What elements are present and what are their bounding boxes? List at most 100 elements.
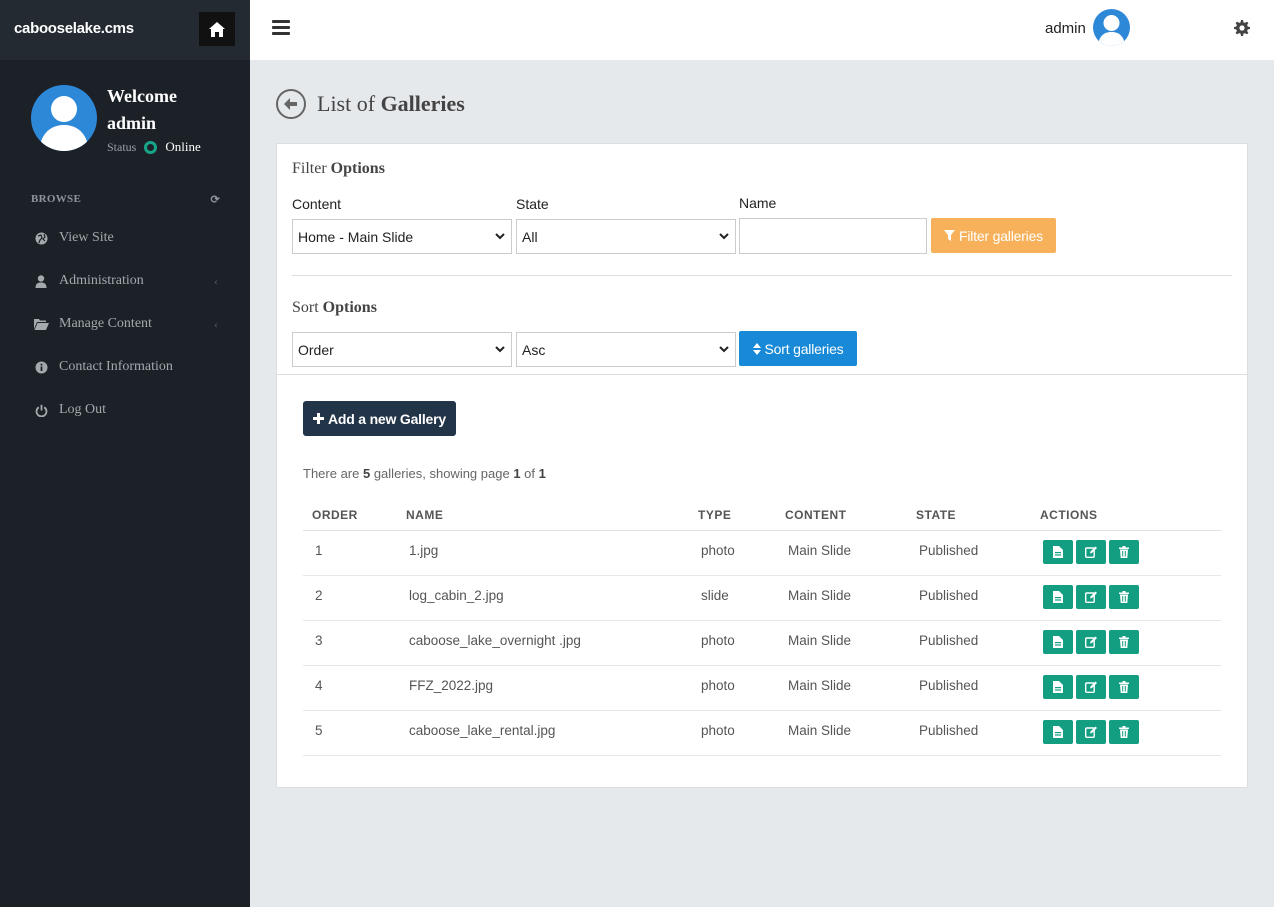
user-panel: Welcome admin Status Online xyxy=(31,85,241,155)
trash-icon xyxy=(1119,680,1129,693)
brand-bar: cabooselake.cms xyxy=(0,0,250,60)
cell-order: 5 xyxy=(303,710,397,756)
cell-actions xyxy=(1031,620,1221,666)
sidebar-item-label: Log Out xyxy=(59,402,107,417)
edit-button[interactable] xyxy=(1076,629,1106,654)
cell-type: photo xyxy=(689,710,776,756)
cell-type: slide xyxy=(689,575,776,621)
document-icon xyxy=(1053,545,1063,558)
column-header-state[interactable]: STATE xyxy=(907,500,1031,531)
view-button[interactable] xyxy=(1043,719,1073,744)
top-navbar: admin xyxy=(250,0,1274,60)
cell-name: caboose_lake_overnight .jpg xyxy=(397,620,689,666)
view-button[interactable] xyxy=(1043,539,1073,564)
cell-actions xyxy=(1031,665,1221,711)
status-value: Online xyxy=(165,139,201,154)
user-icon xyxy=(33,273,49,289)
sort-button-label: Sort galleries xyxy=(764,340,844,357)
folder-open-icon xyxy=(33,316,49,332)
cell-state: Published xyxy=(907,710,1031,756)
edit-button[interactable] xyxy=(1076,539,1106,564)
filter-title-prefix: Filter xyxy=(292,160,331,177)
cell-order: 1 xyxy=(303,530,397,576)
cell-state: Published xyxy=(907,665,1031,711)
chevron-down-icon xyxy=(495,233,505,240)
sidebar-item-label: Administration xyxy=(59,273,144,288)
view-button[interactable] xyxy=(1043,584,1073,609)
table-row: 1 1.jpg photo Main Slide Published xyxy=(303,530,1221,576)
page-title-bold: Galleries xyxy=(380,91,465,116)
edit-icon xyxy=(1085,591,1097,603)
cell-order: 4 xyxy=(303,665,397,711)
column-header-name[interactable]: NAME xyxy=(397,500,689,531)
cell-actions xyxy=(1031,710,1221,756)
state-select[interactable]: All xyxy=(516,219,736,254)
user-avatar-icon[interactable] xyxy=(1093,9,1130,46)
trash-icon xyxy=(1119,590,1129,603)
cell-type: photo xyxy=(689,665,776,711)
refresh-icon[interactable]: ⟳ xyxy=(210,194,220,206)
column-header-order[interactable]: ORDER xyxy=(303,500,397,531)
sort-icon xyxy=(752,342,761,355)
edit-button[interactable] xyxy=(1076,719,1106,744)
home-button[interactable] xyxy=(199,12,235,46)
cell-name: 1.jpg xyxy=(397,530,689,576)
hamburger-menu-icon[interactable] xyxy=(272,20,290,38)
filter-galleries-button[interactable]: Filter galleries xyxy=(931,218,1056,253)
delete-button[interactable] xyxy=(1109,719,1139,744)
delete-button[interactable] xyxy=(1109,539,1139,564)
edit-button[interactable] xyxy=(1076,674,1106,699)
filter-title-bold: Options xyxy=(330,160,385,177)
document-icon xyxy=(1053,680,1063,693)
delete-button[interactable] xyxy=(1109,629,1139,654)
delete-button[interactable] xyxy=(1109,584,1139,609)
view-button[interactable] xyxy=(1043,629,1073,654)
sidebar-item-manage-content[interactable]: Manage Content ‹ xyxy=(33,312,218,336)
content-select[interactable]: Home - Main Slide xyxy=(292,219,512,254)
edit-icon xyxy=(1085,681,1097,693)
add-gallery-button[interactable]: Add a new Gallery xyxy=(303,401,456,436)
brand-logo[interactable]: cabooselake.cms xyxy=(14,20,134,37)
sidebar-item-contact-information[interactable]: Contact Information xyxy=(33,355,218,379)
content-select-value: Home - Main Slide xyxy=(298,228,414,245)
sidebar-item-administration[interactable]: Administration ‹ xyxy=(33,269,218,293)
edit-icon xyxy=(1085,636,1097,648)
name-label: Name xyxy=(739,195,777,211)
sort-title-prefix: Sort xyxy=(292,299,323,316)
sort-direction-value: Asc xyxy=(522,341,546,358)
page-header: List of Galleries xyxy=(276,89,465,119)
info-icon xyxy=(33,359,49,375)
sidebar-item-view-site[interactable]: View Site xyxy=(33,226,218,250)
row-actions xyxy=(1043,674,1221,699)
sort-field-select[interactable]: Order xyxy=(292,332,512,367)
sidebar-item-log-out[interactable]: Log Out xyxy=(33,398,218,422)
cell-state: Published xyxy=(907,530,1031,576)
back-button[interactable] xyxy=(276,89,306,119)
trash-icon xyxy=(1119,545,1129,558)
avatar xyxy=(31,85,97,151)
summary-text: There are xyxy=(303,466,363,481)
cell-name: FFZ_2022.jpg xyxy=(397,665,689,711)
welcome-label: Welcome xyxy=(107,86,177,106)
view-button[interactable] xyxy=(1043,674,1073,699)
cell-actions xyxy=(1031,575,1221,621)
sort-galleries-button[interactable]: Sort galleries xyxy=(739,331,857,366)
column-header-content[interactable]: CONTENT xyxy=(776,500,907,531)
column-header-type[interactable]: TYPE xyxy=(689,500,776,531)
row-actions xyxy=(1043,584,1221,609)
trash-icon xyxy=(1119,725,1129,738)
document-icon xyxy=(1053,590,1063,603)
delete-button[interactable] xyxy=(1109,674,1139,699)
gear-icon[interactable] xyxy=(1234,20,1252,38)
name-filter-input[interactable] xyxy=(739,218,927,254)
sort-direction-select[interactable]: Asc xyxy=(516,332,736,367)
top-username[interactable]: admin xyxy=(1045,20,1086,37)
sort-title-bold: Options xyxy=(322,299,377,316)
edit-button[interactable] xyxy=(1076,584,1106,609)
chevron-down-icon xyxy=(495,346,505,353)
browse-label: BROWSE xyxy=(31,193,82,205)
cell-name: caboose_lake_rental.jpg xyxy=(397,710,689,756)
arrow-left-icon xyxy=(284,98,297,110)
trash-icon xyxy=(1119,635,1129,648)
results-summary: There are 5 galleries, showing page 1 of… xyxy=(303,466,546,481)
